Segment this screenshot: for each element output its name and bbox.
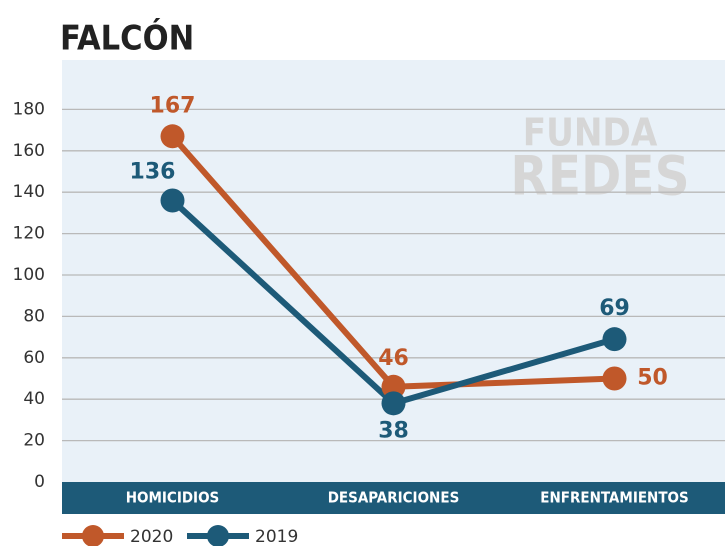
- data-label: 38: [378, 418, 409, 443]
- point: [381, 374, 406, 399]
- x-tick-label: ENFRENTAMIENTOS: [540, 489, 689, 507]
- watermark: FUNDA: [523, 111, 658, 155]
- y-tick-label: 0: [34, 472, 45, 492]
- legend-label: 2020: [130, 527, 173, 546]
- legend-marker: [82, 525, 104, 546]
- point: [602, 366, 627, 391]
- grid: [62, 108, 725, 442]
- point: [602, 327, 627, 352]
- category-band: [62, 482, 725, 514]
- y-tick-label: 160: [13, 141, 45, 161]
- y-tick-label: 80: [23, 306, 45, 326]
- legend-label: 2019: [255, 527, 298, 546]
- legend-marker: [207, 525, 229, 546]
- data-label: 69: [599, 296, 630, 321]
- data-label: 136: [130, 159, 176, 184]
- point: [381, 391, 406, 416]
- point: [160, 124, 185, 149]
- data-label: 50: [637, 366, 668, 391]
- x-tick-label: HOMICIDIOS: [126, 489, 220, 507]
- y-tick-label: 100: [13, 265, 45, 285]
- watermark: REDES: [510, 145, 689, 208]
- y-tick-label: 140: [13, 182, 45, 202]
- y-tick-label: 180: [13, 99, 45, 119]
- y-tick-label: 60: [23, 348, 45, 368]
- y-tick-label: 20: [23, 431, 45, 451]
- point: [160, 188, 185, 213]
- x-tick-label: DESAPARICIONES: [328, 489, 460, 507]
- data-label: 46: [378, 346, 409, 371]
- chart-title: FALCÓN: [60, 18, 194, 59]
- data-label: 167: [150, 93, 196, 118]
- y-tick-label: 120: [13, 224, 45, 244]
- y-tick-label: 40: [23, 389, 45, 409]
